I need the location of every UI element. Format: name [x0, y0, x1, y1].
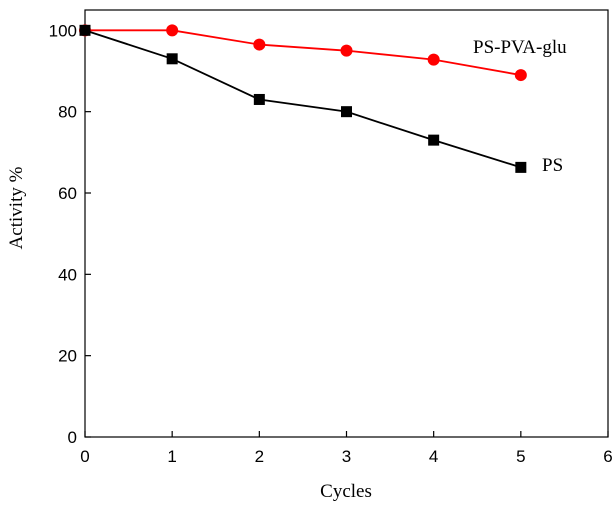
data-point-ps — [253, 93, 265, 105]
series-line-ps — [84, 29, 522, 169]
y-tick-label: 40 — [58, 265, 77, 284]
x-tick-label: 4 — [429, 447, 438, 466]
data-point-ps — [515, 161, 527, 173]
series-label-ps: PS — [542, 155, 563, 176]
y-tick-label: 100 — [49, 21, 77, 40]
y-axis: 0 20 40 60 80 100 — [49, 21, 91, 447]
data-point-ps-pva-glu — [340, 44, 353, 57]
series-label-ps-pva-glu: PS-PVA-glu — [473, 37, 567, 58]
y-tick-label: 20 — [58, 347, 77, 366]
data-point-ps — [341, 106, 352, 118]
data-point-ps-pva-glu — [427, 53, 440, 66]
x-axis: 0 1 2 3 4 5 6 — [80, 431, 613, 466]
x-tick-label: 2 — [255, 447, 264, 466]
y-tick-label: 0 — [68, 428, 77, 447]
plot-frame — [84, 9, 609, 438]
series-line-ps-pva-glu — [85, 29, 521, 76]
x-tick-label: 0 — [80, 447, 89, 466]
y-tick-label: 60 — [58, 184, 77, 203]
x-tick-label: 3 — [342, 447, 351, 466]
y-tick-label: 80 — [58, 103, 77, 122]
x-tick-label: 5 — [516, 447, 525, 466]
data-point-ps — [79, 24, 91, 36]
data-point-ps-pva-glu — [514, 69, 527, 82]
data-point-ps — [166, 53, 178, 65]
x-tick-label: 6 — [603, 447, 612, 466]
y-axis-title: Activity % — [6, 166, 27, 249]
data-point-ps — [428, 134, 440, 146]
plot-area — [79, 24, 527, 173]
data-point-ps-pva-glu — [166, 24, 179, 37]
data-point-ps-pva-glu — [253, 38, 266, 51]
x-axis-title: Cycles — [320, 481, 372, 502]
x-tick-label: 1 — [167, 447, 176, 466]
